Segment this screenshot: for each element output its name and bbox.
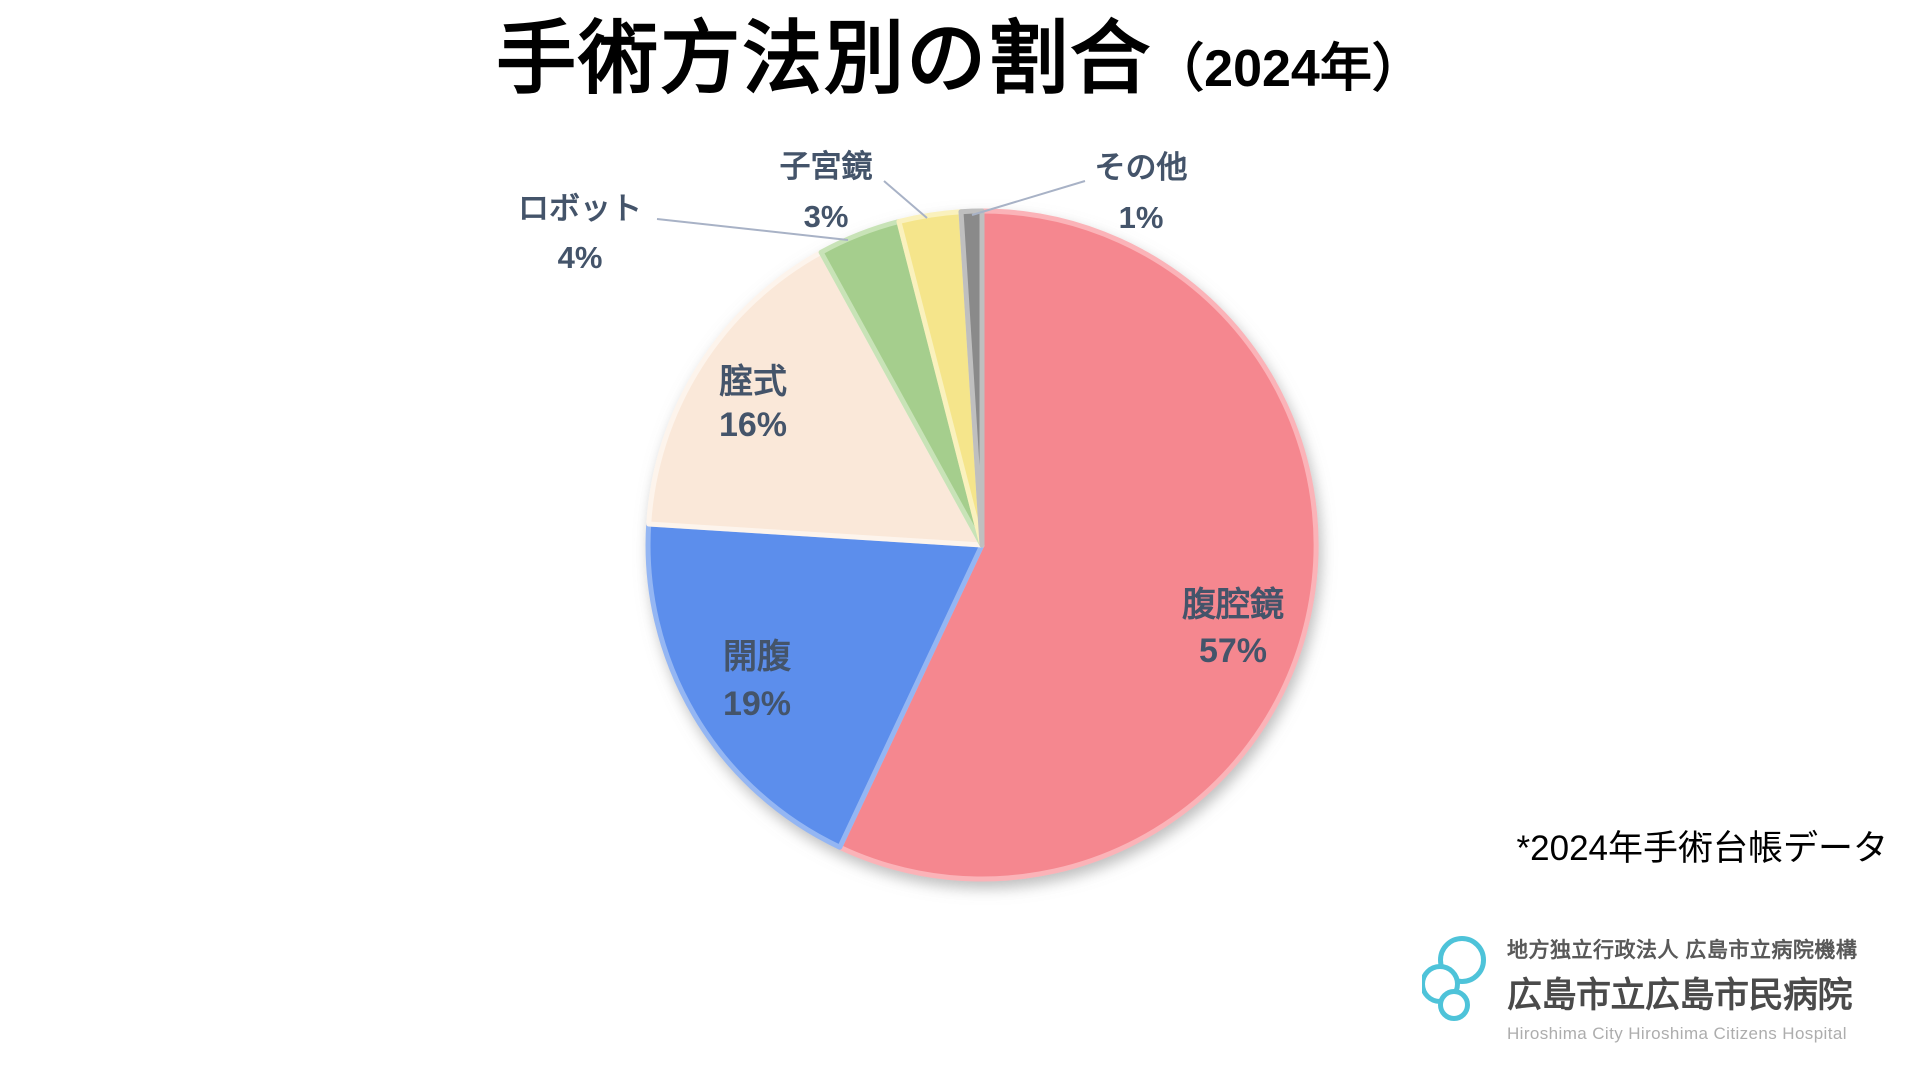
chart-title-year: （2024年） — [1152, 40, 1424, 98]
leader-line-other — [971, 180, 1086, 216]
pie-label-laparotomy: 開腹 19% — [723, 634, 791, 728]
pie-label-robot: ロボット 4% — [518, 184, 642, 282]
pie-slices-group — [645, 208, 1319, 882]
pie-slice-laparoscopy — [837, 208, 1319, 882]
pie-label-laparoscopy-percent: 57% — [1198, 632, 1268, 670]
pie-label-laparotomy-percent: 19% — [722, 685, 792, 723]
hospital-logo-text: 地方独立行政法人 広島市立病院機構 広島市立広島市民病院 Hiroshima C… — [1507, 934, 1857, 1044]
hospital-logo: 地方独立行政法人 広島市立病院機構 広島市立広島市民病院 Hiroshima C… — [1422, 934, 1857, 1044]
leader-line-hysteroscopy — [883, 180, 928, 219]
pie-label-hysteroscopy: 子宮鏡 3% — [780, 142, 873, 242]
hospital-org-line: 地方独立行政法人 広島市立病院機構 — [1507, 939, 1858, 962]
pie-label-hysteroscopy-percent: 3% — [803, 199, 849, 234]
hospital-name-english: Hiroshima City Hiroshima Citizens Hospit… — [1507, 1024, 1847, 1043]
pie-label-hysteroscopy-text: 子宮鏡 — [779, 149, 873, 184]
pie-label-vaginal-text: 腟式 — [719, 363, 787, 401]
hospital-name: 広島市立広島市民病院 — [1507, 976, 1853, 1015]
pie-slice-vaginal — [646, 249, 985, 548]
pie-label-laparoscopy-text: 腹腔鏡 — [1182, 586, 1284, 624]
leader-line-robot — [656, 218, 849, 241]
pie-label-other-text: その他 — [1094, 150, 1188, 185]
hospital-logo-mark — [1422, 936, 1486, 1021]
pie-label-vaginal-percent: 16% — [718, 406, 788, 444]
pie-label-robot-percent: 4% — [557, 240, 603, 275]
pie-label-other: その他 1% — [1095, 143, 1188, 243]
pie-label-robot-text: ロボット — [518, 191, 642, 226]
pie-label-other-percent: 1% — [1118, 200, 1164, 235]
pie-label-laparoscopy: 腹腔鏡 57% — [1182, 582, 1284, 674]
pie-label-vaginal: 腟式 16% — [719, 361, 787, 447]
chart-title: 手術方法別の割合（2024年） — [0, 0, 1920, 118]
pie-slice-laparotomy — [645, 521, 985, 850]
logo-circle-small — [1438, 989, 1470, 1021]
data-source-footnote: *2024年手術台帳データ — [1516, 829, 1888, 868]
chart-title-main: 手術方法別の割合 — [496, 14, 1153, 103]
leader-lines — [656, 180, 1086, 241]
pie-label-laparotomy-text: 開腹 — [723, 638, 791, 676]
